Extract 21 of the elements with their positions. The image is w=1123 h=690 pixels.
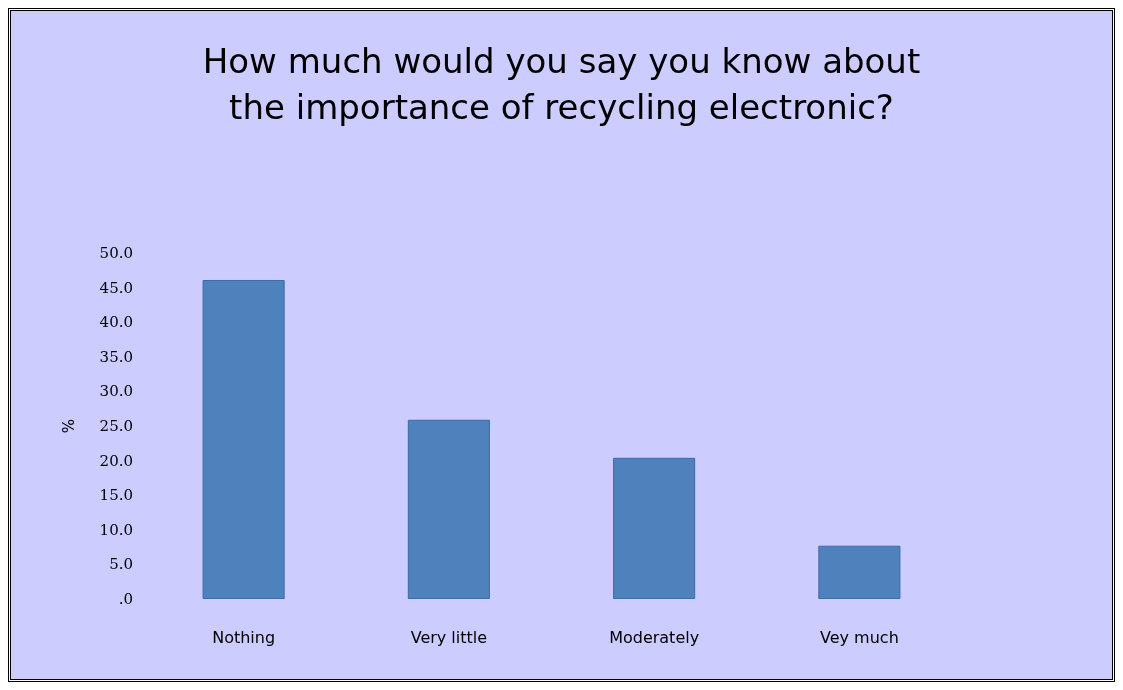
y-tick-label: 5.0 [109,555,133,574]
y-tick-label: 10.0 [99,520,133,539]
y-tick-label: 15.0 [99,486,133,505]
bar [407,419,490,599]
y-tick-label: 45.0 [99,278,133,297]
x-tick-label: Very little [410,627,488,647]
chart-title: How much would you say you know about the importance of recycling electronic? [202,41,921,127]
bar [818,545,901,599]
y-tick-label: .0 [118,590,133,608]
y-tick-label: 35.0 [99,347,133,366]
y-tick-label: 40.0 [99,313,133,332]
x-tick-label: Nothing [212,627,276,647]
x-tick-label: Moderately [609,627,700,647]
bar [613,457,696,599]
y-tick-label: 25.0 [99,417,133,435]
y-tick-label: 30.0 [99,382,133,401]
y-axis-title: % [59,418,78,434]
bar [202,279,285,599]
y-tick-label: 20.0 [99,451,133,470]
x-tick-label: Vey much [819,627,899,647]
y-tick-label: 50.0 [99,244,133,262]
